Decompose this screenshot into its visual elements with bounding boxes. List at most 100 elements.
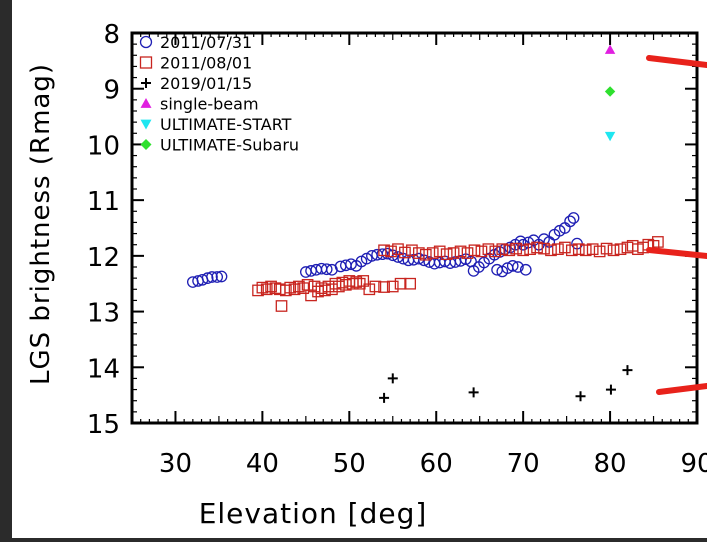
legend-marker xyxy=(139,56,153,69)
legend-marker xyxy=(140,119,152,130)
data-point xyxy=(215,270,228,283)
data-point xyxy=(614,243,627,256)
data-point xyxy=(510,242,523,255)
series-5 xyxy=(604,131,616,142)
data-point xyxy=(482,243,495,256)
legend-label: 2011/08/01 xyxy=(160,54,252,73)
data-point xyxy=(252,284,264,297)
data-point xyxy=(552,243,564,256)
data-point xyxy=(512,261,524,273)
data-point xyxy=(280,284,292,297)
data-point xyxy=(604,131,616,142)
series-2 xyxy=(252,236,664,312)
data-point xyxy=(567,212,580,224)
data-point xyxy=(211,271,224,283)
data-point xyxy=(545,244,557,257)
data-point xyxy=(586,243,599,256)
x-tick-label: 40 xyxy=(246,449,279,479)
data-point xyxy=(319,284,331,297)
x-tick-label: 80 xyxy=(594,449,627,479)
data-point xyxy=(320,263,333,276)
legend-label: single-beam xyxy=(160,95,259,114)
data-point xyxy=(503,244,516,257)
data-point xyxy=(652,236,664,248)
data-point xyxy=(256,281,269,294)
y-ticks: 8 9 10 11 12 13 14 15 xyxy=(87,20,697,440)
data-point xyxy=(378,244,390,257)
data-point xyxy=(392,243,404,256)
data-point xyxy=(265,280,277,293)
scatter-chart: 30 40 50 60 70 80 90 8 9 10 11 12 13 14 15 2011/07/31… xyxy=(26,20,707,530)
data-point xyxy=(363,283,376,296)
data-point xyxy=(605,384,616,395)
data-point xyxy=(305,289,317,302)
series-4 xyxy=(604,44,616,54)
data-point xyxy=(260,283,273,296)
y-tick-label: 9 xyxy=(103,76,120,106)
data-point xyxy=(399,246,411,259)
data-point xyxy=(461,247,474,259)
data-point xyxy=(622,365,633,376)
data-point xyxy=(489,245,502,258)
legend-label: 2011/07/31 xyxy=(160,33,252,52)
data-point xyxy=(406,244,418,257)
x-tick-label: 90 xyxy=(680,449,707,479)
legend-marker xyxy=(140,98,152,108)
data-point xyxy=(345,258,357,271)
data-point xyxy=(538,242,550,255)
data-point xyxy=(350,276,363,288)
data-point xyxy=(385,245,397,258)
x-tick-label: 30 xyxy=(159,449,192,479)
x-tick-label: 70 xyxy=(507,449,540,479)
y-tick-label: 13 xyxy=(87,299,120,329)
y-tick-label: 14 xyxy=(87,354,120,384)
x-ticks: 30 40 50 60 70 80 90 xyxy=(131,33,707,479)
data-point xyxy=(604,86,616,97)
data-point xyxy=(572,243,585,256)
data-point xyxy=(440,248,453,261)
data-point xyxy=(357,275,370,287)
data-point xyxy=(201,272,214,284)
data-point xyxy=(394,277,407,290)
data-point xyxy=(565,244,578,257)
data-point xyxy=(288,283,301,296)
data-points xyxy=(186,44,664,403)
legend-label: ULTIMATE-START xyxy=(160,115,292,134)
data-point xyxy=(514,235,527,248)
data-point xyxy=(387,373,398,384)
data-point xyxy=(517,244,530,257)
data-point xyxy=(379,392,390,403)
y-tick-label: 10 xyxy=(87,131,120,161)
data-point xyxy=(579,244,592,257)
data-point xyxy=(412,247,425,259)
legend-marker xyxy=(139,35,153,49)
x-tick-label: 60 xyxy=(420,449,453,479)
series-1 xyxy=(186,212,583,288)
data-point xyxy=(604,44,616,54)
y-tick-label: 12 xyxy=(87,243,120,273)
legend-marker xyxy=(140,139,152,150)
data-point xyxy=(404,277,417,290)
legend-label: ULTIMATE-Subaru xyxy=(160,136,299,155)
data-point xyxy=(433,245,446,258)
data-point xyxy=(378,281,390,293)
data-point xyxy=(519,263,532,276)
data-point xyxy=(206,271,218,283)
data-point xyxy=(593,245,606,258)
data-point xyxy=(419,248,432,261)
data-point xyxy=(607,244,620,257)
data-point xyxy=(506,260,519,272)
data-point xyxy=(284,281,297,294)
y-tick-label: 15 xyxy=(87,410,120,440)
data-point xyxy=(275,300,288,312)
data-point xyxy=(454,245,467,258)
data-point xyxy=(575,391,586,402)
legend-label: 2019/01/15 xyxy=(160,74,252,93)
data-point xyxy=(559,241,571,254)
data-point xyxy=(468,387,479,398)
axes xyxy=(130,31,699,425)
y-tick-label: 8 xyxy=(103,20,120,50)
data-point xyxy=(297,282,310,295)
x-axis-label: Elevation [deg] xyxy=(199,497,428,530)
